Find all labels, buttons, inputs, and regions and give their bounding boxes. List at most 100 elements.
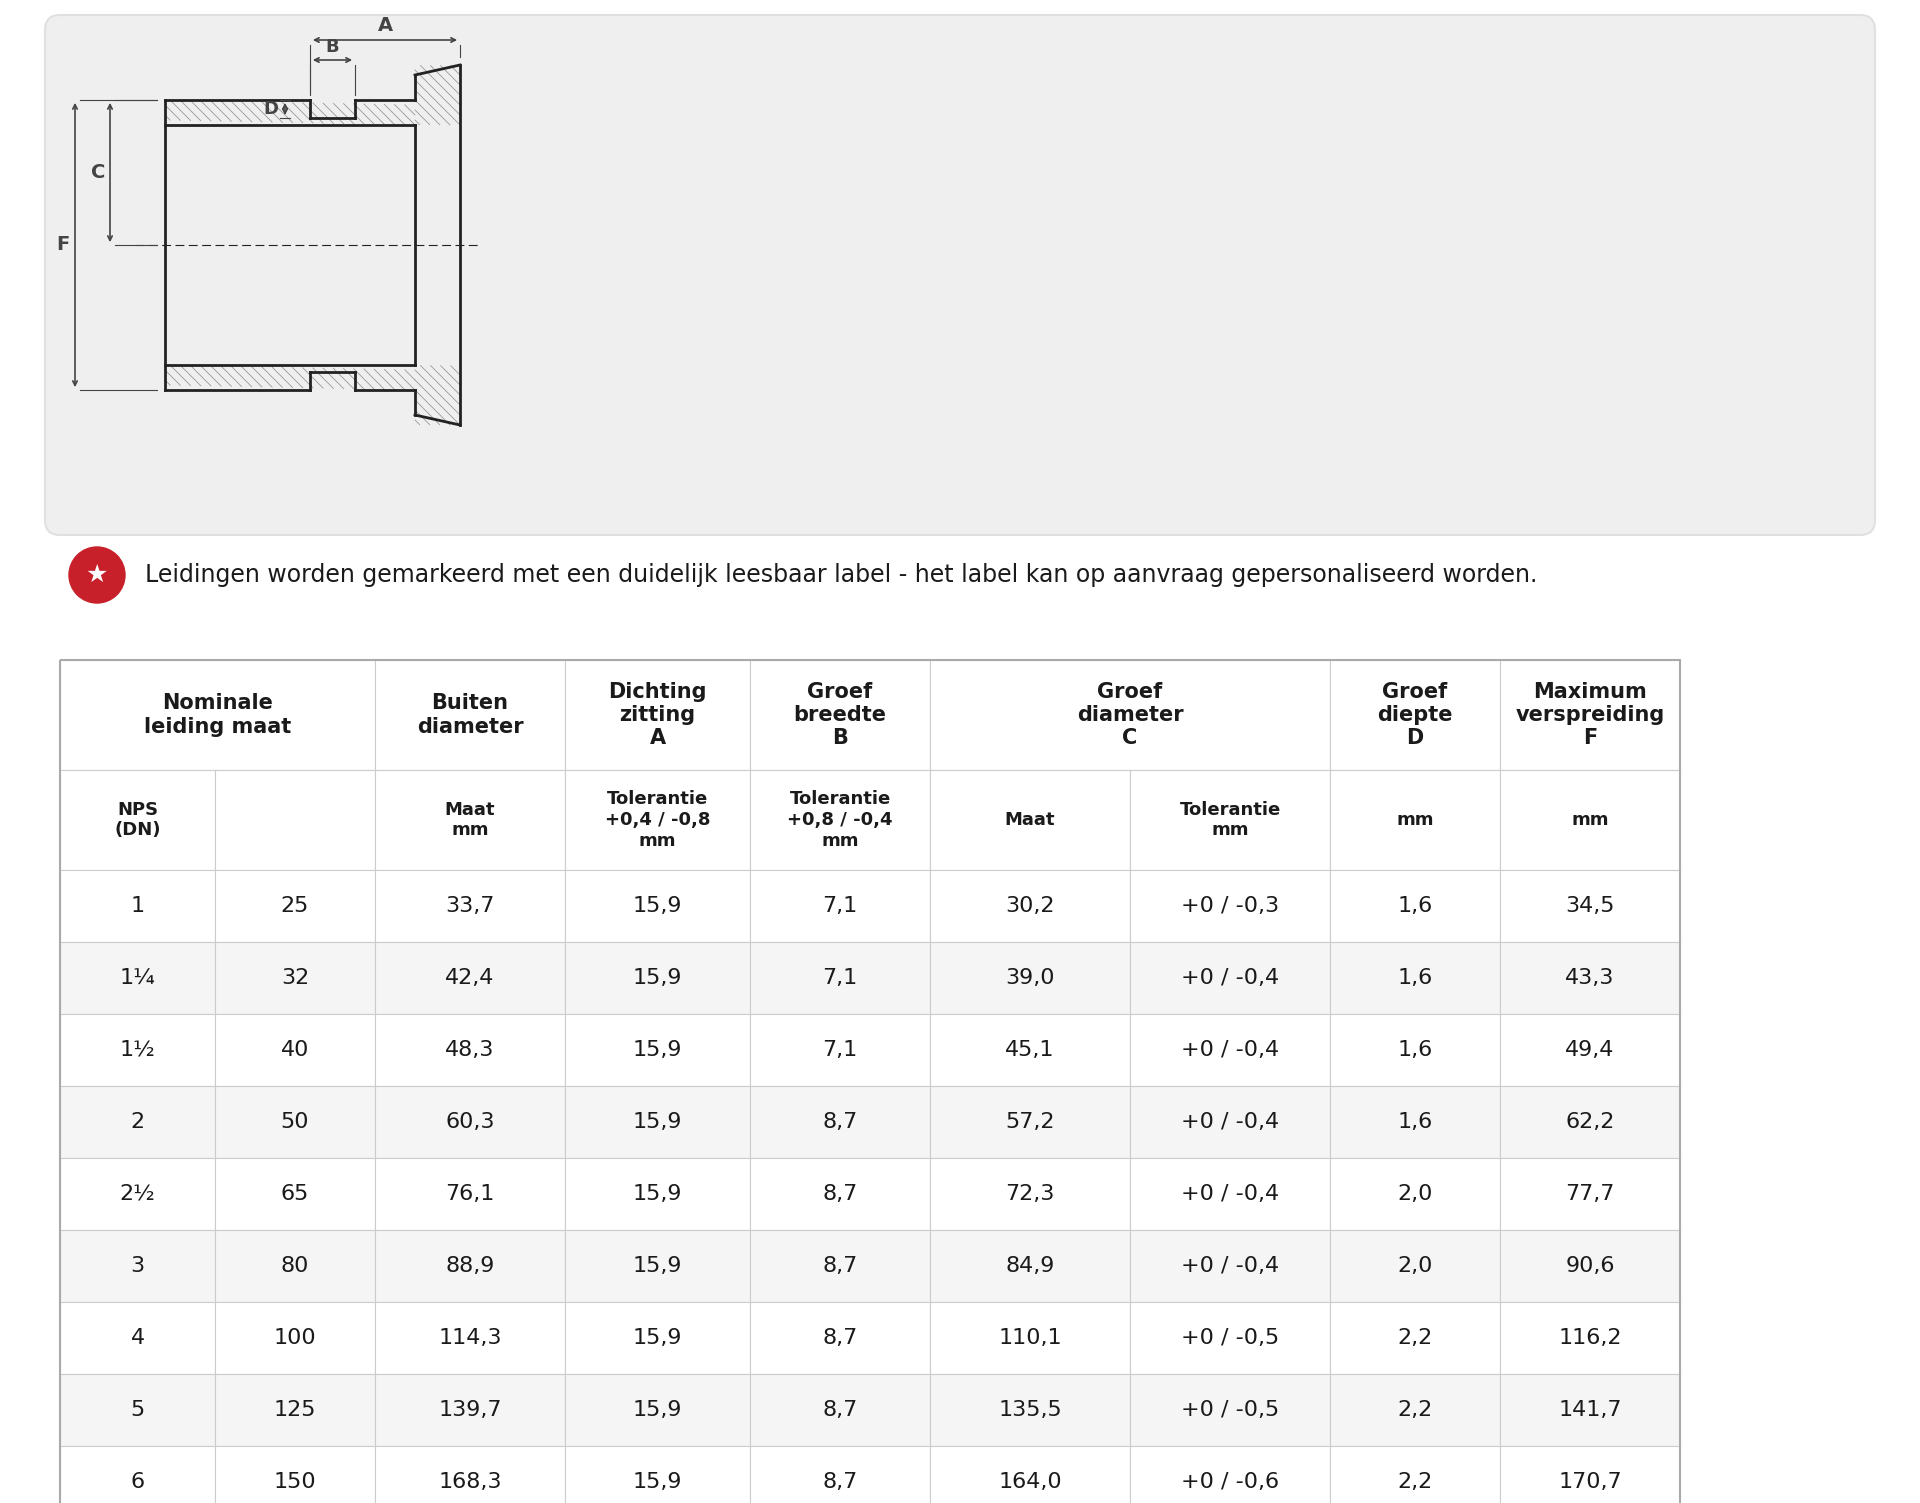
Bar bbox=[1131, 1302, 1331, 1374]
Bar bbox=[1500, 660, 1680, 770]
Bar bbox=[60, 660, 374, 770]
Text: 135,5: 135,5 bbox=[998, 1399, 1062, 1420]
Text: 1,6: 1,6 bbox=[1398, 896, 1432, 915]
Text: 139,7: 139,7 bbox=[438, 1399, 501, 1420]
Text: 50: 50 bbox=[280, 1112, 309, 1132]
Text: +0 / -0,4: +0 / -0,4 bbox=[1181, 1184, 1279, 1204]
Bar bbox=[215, 1374, 374, 1446]
Text: 39,0: 39,0 bbox=[1006, 968, 1054, 987]
Text: 2,2: 2,2 bbox=[1398, 1399, 1432, 1420]
Text: 60,3: 60,3 bbox=[445, 1112, 495, 1132]
Bar bbox=[1331, 1374, 1500, 1446]
Bar bbox=[564, 1087, 751, 1157]
Text: +0 / -0,3: +0 / -0,3 bbox=[1181, 896, 1279, 915]
Bar bbox=[751, 1015, 929, 1087]
Bar bbox=[1131, 870, 1331, 942]
Bar bbox=[1331, 870, 1500, 942]
Bar bbox=[1500, 1087, 1680, 1157]
Text: 65: 65 bbox=[280, 1184, 309, 1204]
Bar bbox=[1331, 660, 1500, 770]
Text: +0 / -0,5: +0 / -0,5 bbox=[1181, 1329, 1279, 1348]
Bar bbox=[1500, 942, 1680, 1015]
Text: 15,9: 15,9 bbox=[634, 1040, 682, 1060]
Text: 1½: 1½ bbox=[119, 1040, 156, 1060]
Text: Groef
diameter
C: Groef diameter C bbox=[1077, 682, 1183, 748]
Bar bbox=[564, 1302, 751, 1374]
Text: +0 / -0,4: +0 / -0,4 bbox=[1181, 1112, 1279, 1132]
Bar bbox=[1500, 1302, 1680, 1374]
Text: 1¼: 1¼ bbox=[119, 968, 156, 987]
Text: 6: 6 bbox=[131, 1471, 144, 1492]
Text: Groef
breedte
B: Groef breedte B bbox=[793, 682, 887, 748]
Bar bbox=[374, 1229, 564, 1302]
Bar bbox=[1331, 1087, 1500, 1157]
Bar bbox=[751, 1157, 929, 1229]
Bar bbox=[929, 1087, 1131, 1157]
Bar bbox=[1131, 1374, 1331, 1446]
Text: 141,7: 141,7 bbox=[1559, 1399, 1622, 1420]
Text: 8,7: 8,7 bbox=[822, 1471, 858, 1492]
Bar bbox=[751, 942, 929, 1015]
Bar bbox=[1331, 1157, 1500, 1229]
Bar bbox=[60, 660, 1680, 1503]
Text: 110,1: 110,1 bbox=[998, 1329, 1062, 1348]
Bar bbox=[1500, 770, 1680, 870]
Bar bbox=[215, 770, 374, 870]
Bar bbox=[1331, 770, 1500, 870]
Text: 125: 125 bbox=[275, 1399, 317, 1420]
Bar bbox=[60, 1087, 215, 1157]
Text: Tolerantie
mm: Tolerantie mm bbox=[1179, 801, 1281, 839]
Text: 40: 40 bbox=[280, 1040, 309, 1060]
Text: 15,9: 15,9 bbox=[634, 1112, 682, 1132]
Bar bbox=[564, 660, 751, 770]
Bar bbox=[60, 770, 215, 870]
Text: 164,0: 164,0 bbox=[998, 1471, 1062, 1492]
Text: 49,4: 49,4 bbox=[1565, 1040, 1615, 1060]
Text: 76,1: 76,1 bbox=[445, 1184, 495, 1204]
Text: 1: 1 bbox=[131, 896, 144, 915]
Text: A: A bbox=[378, 17, 392, 35]
Text: Nominale
leiding maat: Nominale leiding maat bbox=[144, 693, 292, 736]
Text: 2,0: 2,0 bbox=[1398, 1184, 1432, 1204]
Bar bbox=[374, 1157, 564, 1229]
Text: +0 / -0,4: +0 / -0,4 bbox=[1181, 1257, 1279, 1276]
Text: 45,1: 45,1 bbox=[1006, 1040, 1054, 1060]
Text: 5: 5 bbox=[131, 1399, 144, 1420]
Bar bbox=[60, 1446, 215, 1503]
Text: 168,3: 168,3 bbox=[438, 1471, 501, 1492]
Text: 15,9: 15,9 bbox=[634, 1184, 682, 1204]
Bar bbox=[929, 770, 1131, 870]
Text: 34,5: 34,5 bbox=[1565, 896, 1615, 915]
Bar bbox=[374, 1446, 564, 1503]
Bar bbox=[215, 870, 374, 942]
Bar bbox=[215, 1157, 374, 1229]
Text: Maat
mm: Maat mm bbox=[445, 801, 495, 839]
Bar bbox=[1500, 1446, 1680, 1503]
Text: C: C bbox=[90, 162, 106, 182]
Bar bbox=[929, 660, 1331, 770]
Bar bbox=[751, 1374, 929, 1446]
Bar bbox=[564, 870, 751, 942]
Bar bbox=[929, 1015, 1131, 1087]
Bar bbox=[60, 870, 215, 942]
Text: 30,2: 30,2 bbox=[1006, 896, 1054, 915]
Bar bbox=[564, 942, 751, 1015]
Bar bbox=[60, 1157, 215, 1229]
Text: 8,7: 8,7 bbox=[822, 1184, 858, 1204]
Text: 33,7: 33,7 bbox=[445, 896, 495, 915]
Text: 100: 100 bbox=[275, 1329, 317, 1348]
Text: 7,1: 7,1 bbox=[822, 968, 858, 987]
Text: NPS
(DN): NPS (DN) bbox=[115, 801, 161, 839]
Bar bbox=[751, 1302, 929, 1374]
FancyBboxPatch shape bbox=[44, 15, 1876, 535]
Text: 150: 150 bbox=[275, 1471, 317, 1492]
Bar bbox=[929, 1302, 1131, 1374]
Bar bbox=[1500, 1374, 1680, 1446]
Bar bbox=[1331, 1015, 1500, 1087]
Bar bbox=[1131, 1157, 1331, 1229]
Text: Tolerantie
+0,4 / -0,8
mm: Tolerantie +0,4 / -0,8 mm bbox=[605, 791, 710, 849]
Text: 7,1: 7,1 bbox=[822, 896, 858, 915]
Text: 43,3: 43,3 bbox=[1565, 968, 1615, 987]
Text: 84,9: 84,9 bbox=[1006, 1257, 1054, 1276]
Text: 2,2: 2,2 bbox=[1398, 1471, 1432, 1492]
